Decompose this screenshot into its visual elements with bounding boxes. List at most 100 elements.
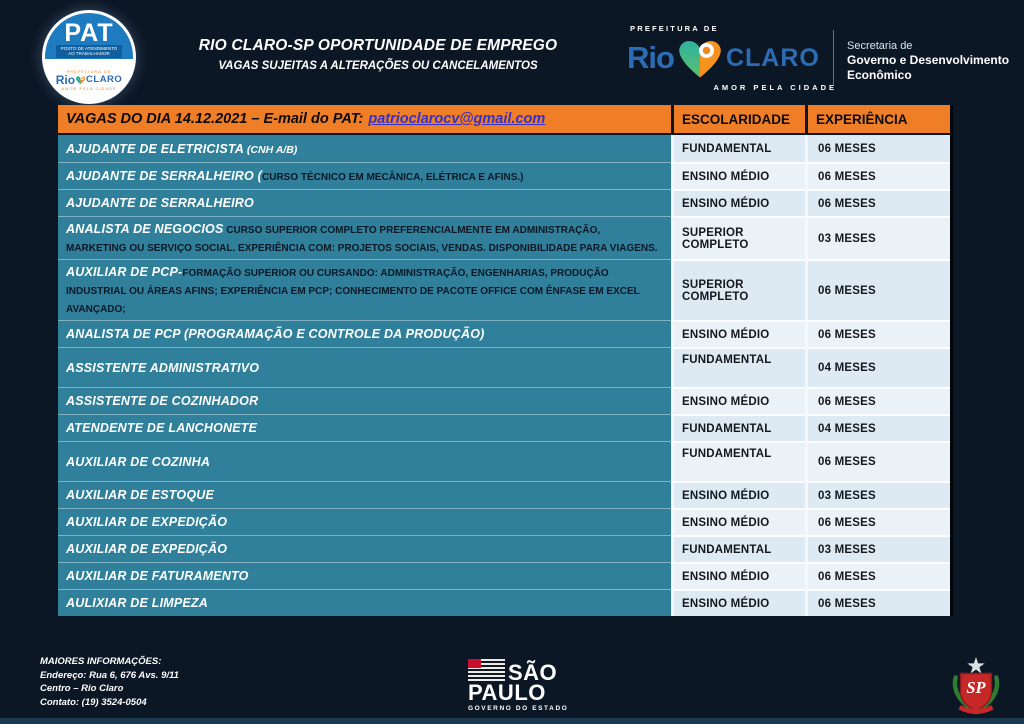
- pat-logo-tagline: AMOR PELA CIDADE: [61, 85, 117, 91]
- svg-text:SP: SP: [966, 678, 986, 697]
- job-cell-text: AUXILIAR DE COZINHA: [66, 453, 210, 471]
- footer-info-line: Endereço: Rua 6, 676 Avs. 9/11: [40, 669, 179, 681]
- experiencia-cell: 06 MESES: [805, 508, 950, 535]
- secretaria-line2: Governo e Desenvolvimento: [847, 53, 1010, 67]
- pat-logo-bottom: PREFEITURA DE Rio CLARO AMOR PELA CIDADE: [45, 58, 133, 101]
- experiencia-cell: 03 MESES: [805, 481, 950, 508]
- pat-logo-subtitle: POSTO DE ATENDIMENTO AO TRABALHADOR: [56, 44, 122, 58]
- escolaridade-cell: ENSINO MÉDIO: [671, 189, 805, 216]
- job-title: AULIXIAR DE LIMPEZA: [66, 596, 208, 610]
- job-cell-text: AUXILIAR DE FATURAMENTO: [66, 567, 249, 585]
- page-title-line1: RIO CLARO-SP OPORTUNIDADE DE EMPREGO: [198, 37, 558, 54]
- pat-email-link[interactable]: patrioclarocv@gmail.com: [368, 111, 546, 127]
- job-cell: AUXILIAR DE ESTOQUE: [58, 481, 671, 508]
- sao-paulo-government-logo: SÃO PAULO GOVERNO DO ESTADO: [468, 659, 568, 712]
- pat-logo-top: PAT POSTO DE ATENDIMENTO AO TRABALHADOR: [45, 13, 133, 59]
- experiencia-cell: 04 MESES: [805, 347, 950, 387]
- job-cell-text: AJUDANTE DE ELETRICISTA (CNH A/B): [66, 140, 297, 158]
- job-note: FORMAÇÃO SUPERIOR OU CURSANDO: ADMINISTR…: [66, 268, 640, 315]
- job-cell: AUXILIAR DE EXPEDIÇÃO: [58, 535, 671, 562]
- table-row: AUXILIAR DE EXPEDIÇÃO FUNDAMENTAL 03 MESES: [58, 535, 950, 562]
- table-row: AJUDANTE DE SERRALHEIRO (CURSO TÉCNICO E…: [58, 162, 950, 189]
- secretaria-block: Secretaria de Governo e Desenvolvimento …: [847, 39, 1009, 83]
- prefeitura-logo-top-text: PREFEITURA DE: [630, 24, 719, 33]
- table-row: AULIXIAR DE LIMPEZA ENSINO MÉDIO 06 MESES: [58, 589, 950, 616]
- table-row: AUXILIAR DE EXPEDIÇÃO ENSINO MÉDIO 06 MESE…: [58, 508, 950, 535]
- job-cell: AULIXIAR DE LIMPEZA: [58, 589, 671, 616]
- job-cell-text: AUXILIAR DE ESTOQUE: [66, 486, 214, 504]
- experiencia-cell: 06 MESES: [805, 162, 950, 189]
- table-row: AUXILIAR DE FATURAMENTO ENSINO MÉDIO 06 ME…: [58, 562, 950, 589]
- job-title: ANALISTA DE PCP (PROGRAMAÇÃO E CONTROLE …: [66, 327, 485, 341]
- pat-logo-rio-text: Rio: [55, 72, 76, 87]
- job-title: ASSISTENTE DE COZINHADOR: [66, 394, 259, 408]
- experiencia-cell: 04 MESES: [805, 414, 950, 441]
- job-title: AUXILIAR DE EXPEDIÇÃO: [66, 542, 228, 556]
- job-cell: AJUDANTE DE SERRALHEIRO: [58, 189, 671, 216]
- job-cell: ASSISTENTE DE COZINHADOR: [58, 387, 671, 414]
- prefeitura-logo: PREFEITURA DE Rio CLARO AMOR PELA CIDADE: [627, 24, 841, 92]
- job-title: AUXILIAR DE EXPEDIÇÃO: [66, 515, 228, 529]
- job-title: AUXILIAR DE FATURAMENTO: [66, 569, 249, 583]
- sao-paulo-logo-row1: SÃO: [468, 659, 568, 684]
- pat-logo-inner: PAT POSTO DE ATENDIMENTO AO TRABALHADOR …: [45, 13, 133, 101]
- experiencia-cell: 03 MESES: [805, 216, 950, 259]
- page-title: RIO CLARO-SP OPORTUNIDADE DE EMPREGO VAG…: [150, 37, 606, 72]
- job-title: AUXILIAR DE PCP-: [66, 265, 183, 279]
- job-cell: ASSISTENTE ADMINISTRATIVO: [58, 347, 671, 387]
- experiencia-cell: 06 MESES: [805, 189, 950, 216]
- job-cell-text: ANALISTA DE PCP (PROGRAMAÇÃO E CONTROLE …: [66, 325, 485, 343]
- prefeitura-logo-rio-text: Rio: [627, 40, 675, 75]
- table-row: ANALISTA DE NEGOCIOS CURSO SUPERIOR COMP…: [58, 216, 950, 259]
- footer-info-line: Centro – Rio Claro: [40, 683, 124, 694]
- table-header-title-text: VAGAS DO DIA 14.12.2021 – E-mail do PAT:: [66, 111, 364, 127]
- job-title: AJUDANTE DE ELETRICISTA: [66, 141, 244, 156]
- job-cell-text: ANALISTA DE NEGOCIOS CURSO SUPERIOR COMP…: [66, 220, 659, 256]
- pat-logo-prefeitura-text: PREFEITURA DE: [66, 68, 112, 74]
- bottom-border-strip: [0, 718, 1024, 724]
- pat-logo: PAT POSTO DE ATENDIMENTO AO TRABALHADOR …: [42, 10, 136, 104]
- pat-logo-rioclaro: Rio CLARO: [56, 74, 123, 86]
- escolaridade-cell: FUNDAMENTAL: [671, 535, 805, 562]
- table-row: ATENDENTE DE LANCHONETE FUNDAMENTAL 04 MES…: [58, 414, 950, 441]
- escolaridade-cell: SUPERIOR COMPLETO: [671, 259, 805, 320]
- job-title: AUXILIAR DE COZINHA: [66, 454, 211, 469]
- vacancies-table: VAGAS DO DIA 14.12.2021 – E-mail do PAT:…: [58, 105, 953, 616]
- footer-info-line: MAIORES INFORMAÇÕES:: [40, 656, 162, 667]
- job-cell: ANALISTA DE NEGOCIOS CURSO SUPERIOR COMP…: [58, 216, 671, 259]
- table-header-title: VAGAS DO DIA 14.12.2021 – E-mail do PAT:…: [58, 105, 671, 133]
- job-note: CURSO SUPERIOR COMPLETO PREFERENCIALMENT…: [66, 225, 658, 254]
- pat-logo-subtitle-line1: POSTO DE ATENDIMENTO: [60, 45, 118, 51]
- header-divider: [833, 30, 834, 85]
- table-body: AJUDANTE DE ELETRICISTA (CNH A/B) FUNDAME…: [58, 135, 950, 616]
- escolaridade-cell: FUNDAMENTAL: [671, 441, 805, 481]
- escolaridade-cell: FUNDAMENTAL: [671, 135, 805, 162]
- heart-pin-icon: [679, 41, 721, 78]
- job-cell: AUXILIAR DE FATURAMENTO: [58, 562, 671, 589]
- job-note: CURSO TÉCNICO EM MECÂNICA, ELÉTRICA E AF…: [262, 172, 524, 183]
- prefeitura-logo-main: Rio CLARO: [627, 34, 841, 82]
- heart-pin-icon: [75, 76, 86, 85]
- job-cell-text: AJUDANTE DE SERRALHEIRO (CURSO TÉCNICO E…: [66, 167, 523, 185]
- job-title: ASSISTENTE ADMINISTRATIVO: [66, 360, 260, 375]
- escolaridade-cell: FUNDAMENTAL: [671, 347, 805, 387]
- pat-logo-title: PAT: [64, 18, 114, 47]
- column-header-escolaridade: ESCOLARIDADE: [671, 105, 805, 133]
- escolaridade-cell: SUPERIOR COMPLETO: [671, 216, 805, 259]
- table-header-row: VAGAS DO DIA 14.12.2021 – E-mail do PAT:…: [58, 105, 950, 135]
- job-title: AJUDANTE DE SERRALHEIRO: [66, 196, 254, 210]
- table-row: ASSISTENTE DE COZINHADOR ENSINO MÉDIO 06 M…: [58, 387, 950, 414]
- secretaria-line1: Secretaria de: [847, 40, 913, 52]
- pat-logo-claro-text: CLARO: [86, 73, 123, 85]
- job-cell-text: AULIXIAR DE LIMPEZA: [66, 594, 208, 612]
- job-cell-text: AUXILIAR DE PCP-FORMAÇÃO SUPERIOR OU CUR…: [66, 263, 659, 317]
- table-row: AUXILIAR DE PCP-FORMAÇÃO SUPERIOR OU CUR…: [58, 259, 950, 320]
- prefeitura-logo-claro-text: CLARO: [725, 43, 820, 72]
- job-title: ANALISTA DE NEGOCIOS: [66, 222, 224, 236]
- escolaridade-cell: ENSINO MÉDIO: [671, 162, 805, 189]
- experiencia-cell: 06 MESES: [805, 320, 950, 347]
- job-cell: ATENDENTE DE LANCHONETE: [58, 414, 671, 441]
- job-title: AUXILIAR DE ESTOQUE: [66, 488, 215, 502]
- job-title: ATENDENTE DE LANCHONETE: [66, 421, 258, 435]
- escolaridade-cell: ENSINO MÉDIO: [671, 508, 805, 535]
